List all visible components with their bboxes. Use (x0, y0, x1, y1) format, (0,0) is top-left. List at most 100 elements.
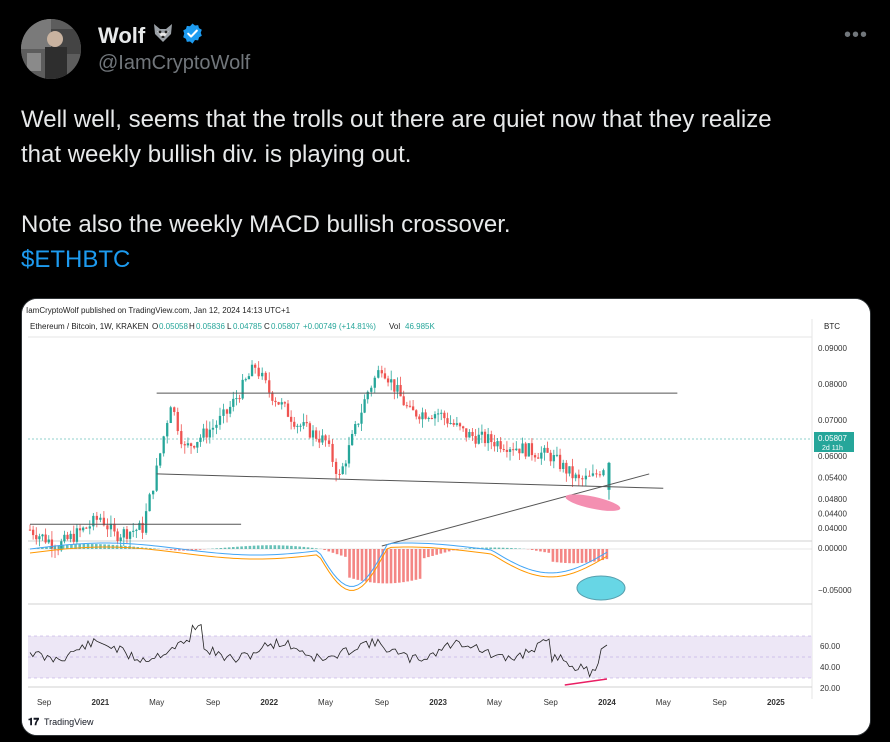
macd-histogram-bar (489, 547, 492, 549)
candle-body (144, 511, 148, 533)
candle-body (99, 517, 102, 520)
macd-histogram-bar (447, 549, 451, 552)
macd-histogram-bar (240, 546, 243, 549)
rsi-tick-label: 20.00 (820, 684, 841, 693)
candle-body (113, 523, 116, 532)
candle-body (452, 423, 455, 425)
macd-histogram-bar (605, 549, 609, 560)
publisher-line: IamCryptoWolf published on TradingView.c… (26, 306, 291, 315)
tweet-media-chart[interactable]: IamCryptoWolf published on TradingView.c… (21, 298, 871, 736)
candle-body (229, 406, 232, 414)
candle-body (533, 455, 537, 458)
macd-histogram-bar (281, 545, 285, 549)
macd-histogram-bar (410, 549, 414, 581)
candle-body (350, 433, 354, 446)
macd-histogram-bar (572, 549, 575, 564)
macd-histogram-bar (439, 549, 443, 554)
macd-histogram-bar (593, 549, 596, 562)
candle-body (380, 370, 383, 374)
candle-body (602, 470, 605, 476)
candle-body (311, 430, 315, 438)
candle-body (47, 539, 50, 543)
macd-histogram-bar (194, 549, 198, 551)
candle-body (366, 391, 369, 400)
rsi-tick-label: 40.00 (820, 663, 841, 672)
rising-trendline (381, 473, 650, 547)
candle-body (321, 435, 324, 443)
candle-body (588, 475, 591, 477)
tv-logo-mark-icon: 𝟏𝟕 (28, 717, 40, 728)
last-candle-body (607, 462, 611, 490)
candle-body (148, 494, 151, 512)
candle-body (499, 441, 502, 450)
candle-body (82, 527, 85, 531)
macd-histogram-bar (406, 549, 409, 582)
candle-body (28, 529, 32, 531)
candle-body (261, 372, 264, 377)
candle-body (257, 367, 260, 377)
author-name[interactable]: Wolf (98, 22, 146, 48)
candle-body (88, 526, 91, 529)
macd-histogram-bar (497, 547, 501, 549)
macd-histogram-bar (472, 547, 476, 549)
macd-histogram-bar (505, 547, 509, 549)
macd-histogram-bar (277, 545, 281, 549)
candle-body (135, 529, 138, 531)
macd-histogram-bar (61, 545, 65, 549)
tweet-line-1: Well well, seems that the trolls out the… (21, 106, 772, 133)
candle-body (50, 539, 54, 549)
macd-histogram-bar (290, 545, 293, 549)
macd-histogram-bar (95, 544, 98, 549)
candle-body (443, 412, 446, 419)
candle-body (250, 364, 254, 377)
candle-body (302, 422, 305, 426)
macd-tick-label: 0.00000 (818, 544, 847, 553)
avatar[interactable] (21, 19, 81, 79)
candle-body (577, 474, 580, 479)
candle-body (546, 447, 549, 453)
candle-body (41, 534, 44, 537)
macd-histogram-bar (389, 549, 393, 584)
macd-histogram-bar (169, 549, 173, 551)
candle-body (69, 533, 72, 540)
time-tick-label: May (318, 698, 333, 707)
macd-histogram-bar (435, 549, 438, 555)
macd-histogram-bar (285, 545, 289, 549)
time-tick-label: Sep (712, 698, 727, 707)
macd-histogram-bar (219, 548, 223, 549)
symbol-header: Ethereum / Bitcoin, 1W, KRAKEN O 0.05058… (30, 322, 435, 331)
cyan-highlight-annotation (576, 575, 626, 601)
macd-histogram-bar (57, 545, 61, 549)
macd-histogram-bar (539, 549, 542, 552)
candle-body (558, 454, 562, 470)
author-handle[interactable]: @IamCryptoWolf (98, 52, 251, 74)
more-options-icon[interactable]: ••• (843, 24, 868, 46)
candle-body (373, 377, 376, 388)
candle-body (571, 466, 574, 479)
macd-histogram-bar (294, 546, 297, 549)
ohlc-l-label: L (227, 322, 232, 331)
candle-body (402, 396, 405, 406)
macd-histogram-bar (431, 549, 434, 556)
macd-histogram-bar (402, 549, 405, 583)
rsi-pane (28, 624, 812, 686)
verified-badge-icon[interactable] (181, 22, 204, 50)
macd-histogram-bar (256, 545, 260, 549)
macd-histogram-bar (315, 548, 318, 549)
candle-body (455, 423, 459, 425)
macd-histogram-bar (244, 546, 248, 549)
macd-histogram-bar (265, 545, 268, 549)
time-tick-label: 2024 (598, 698, 616, 707)
candle-body (286, 403, 290, 417)
macd-histogram-bar (306, 547, 310, 549)
candle-body (102, 517, 106, 526)
candle-body (363, 399, 366, 413)
cashtag-link[interactable]: $ETHBTC (21, 246, 131, 273)
candle-body (119, 537, 122, 542)
macd-histogram-bar (381, 549, 385, 584)
candle-body (116, 531, 119, 542)
candle-body (390, 379, 393, 383)
macd-histogram-bar (360, 549, 364, 581)
macd-histogram-bar (468, 548, 472, 549)
candle-body (502, 449, 505, 451)
